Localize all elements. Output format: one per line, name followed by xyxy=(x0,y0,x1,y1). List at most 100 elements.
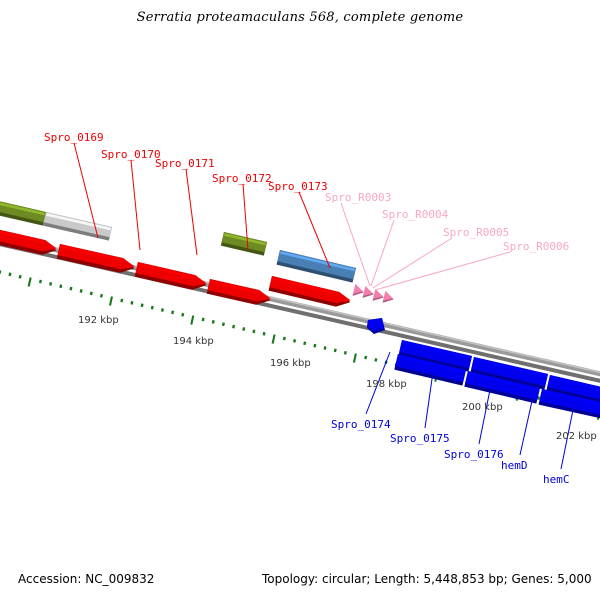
rna-gene-label[interactable]: Spro_R0004 xyxy=(382,208,449,221)
reverse-gene-small-body xyxy=(367,318,384,331)
blue-box-mid-highlight xyxy=(280,251,355,272)
reverse-gene-leader-line xyxy=(519,391,535,456)
ruler-tick-major xyxy=(108,296,113,306)
olive-box-mid-highlight xyxy=(224,233,266,246)
ruler-tick-minor xyxy=(49,282,53,286)
rna-gene-leader-line xyxy=(340,202,371,287)
forward-gene-3[interactable] xyxy=(206,279,272,308)
olive-box-mid[interactable] xyxy=(220,232,267,256)
rna-gene-arrow-0[interactable] xyxy=(352,284,366,298)
forward-gene-4-highlight xyxy=(272,277,339,296)
ruler-tick-minor xyxy=(211,320,215,324)
ruler-tick-major xyxy=(271,334,276,344)
rna-gene-arrow-2[interactable] xyxy=(372,289,386,303)
reverse-gene-lower-1[interactable] xyxy=(464,371,541,404)
forward-gene-1[interactable] xyxy=(56,244,136,276)
reverse-gene-upper-1[interactable] xyxy=(470,357,549,390)
ruler-tick-minor xyxy=(313,343,317,348)
rna-gene-label[interactable]: Spro_R0005 xyxy=(443,226,510,239)
forward-gene-leader-line xyxy=(185,168,198,256)
reverse-gene-leader-line xyxy=(478,379,493,445)
ruler-tick-minor xyxy=(374,358,378,362)
forward-gene-0[interactable] xyxy=(0,228,58,258)
reverse-gene-label[interactable]: Spro_0174 xyxy=(331,418,391,431)
forward-gene-label[interactable]: Spro_0170 xyxy=(101,148,161,161)
forward-gene-label[interactable]: Spro_0173 xyxy=(268,180,328,193)
reverse-gene-lower-2[interactable] xyxy=(538,389,600,419)
ruler-tick-minor xyxy=(333,348,337,353)
ruler-tick-minor xyxy=(160,308,164,312)
forward-gene-0-highlight xyxy=(0,229,45,244)
ruler-tick-minor xyxy=(242,327,246,331)
ruler-tick-minor xyxy=(99,293,103,298)
blue-box-mid[interactable] xyxy=(276,250,356,283)
ruler-tick-minor xyxy=(343,350,347,355)
reverse-gene-label[interactable]: Spro_0176 xyxy=(444,448,504,461)
ruler-tick-minor xyxy=(323,346,327,350)
reverse-gene-upper-1-highlight xyxy=(474,358,547,378)
ruler-tick-major xyxy=(352,353,357,363)
reverse-gene-label[interactable]: hemD xyxy=(501,459,528,472)
ruler-tick-major xyxy=(190,315,195,325)
ruler-tick-minor xyxy=(150,305,154,310)
forward-gene-leader-line xyxy=(130,159,141,251)
olive-box-left[interactable] xyxy=(0,200,47,226)
forward-gene-label[interactable]: Spro_0171 xyxy=(155,157,215,170)
ruler-tick-minor xyxy=(232,324,236,329)
ruler-position-label: 198 kbp xyxy=(366,379,407,390)
ruler-position-label: 194 kbp xyxy=(173,336,214,347)
ruler-tick-minor xyxy=(130,301,134,305)
ruler-tick-minor xyxy=(69,286,73,291)
rna-gene-arrow-body-0 xyxy=(353,284,363,294)
rna-gene-arrow-body-1 xyxy=(363,286,373,296)
ruler-tick-minor xyxy=(201,317,205,322)
rna-gene-label[interactable]: Spro_R0006 xyxy=(503,240,570,253)
ruler-tick-minor xyxy=(364,355,368,360)
reverse-gene-label[interactable]: hemC xyxy=(543,473,570,486)
grey-box-left[interactable] xyxy=(42,211,112,241)
ruler-tick-minor xyxy=(536,396,541,400)
reverse-gene-upper-0[interactable] xyxy=(398,339,472,372)
ruler-tick-minor xyxy=(59,284,63,289)
reverse-gene-lower-0-highlight xyxy=(398,355,465,374)
forward-gene-1-highlight xyxy=(60,245,123,262)
forward-gene-label[interactable]: Spro_0172 xyxy=(212,172,272,185)
ruler-tick-minor xyxy=(171,310,175,315)
forward-gene-2[interactable] xyxy=(134,262,208,293)
ruler-position-label: 202 kbp xyxy=(556,431,597,442)
ruler-tick-minor xyxy=(120,298,124,303)
reverse-gene-leader-line xyxy=(560,404,575,470)
reverse-gene-lower-0[interactable] xyxy=(394,353,466,386)
rna-gene-arrow-3[interactable] xyxy=(382,291,396,305)
ruler-tick-minor xyxy=(140,303,144,308)
rna-gene-arrow-1[interactable] xyxy=(362,286,376,300)
reverse-gene-small[interactable] xyxy=(367,318,385,334)
accession-text: Accession: NC_009832 xyxy=(18,572,155,586)
ruler-position-label: 192 kbp xyxy=(78,315,119,326)
rna-gene-leader-line xyxy=(372,237,453,289)
ruler-tick-minor xyxy=(252,329,256,334)
ruler-tick-minor xyxy=(262,331,266,336)
ruler-tick-minor xyxy=(282,336,286,341)
ruler-tick-minor xyxy=(181,312,185,317)
forward-gene-2-highlight xyxy=(138,263,195,279)
reverse-gene-upper-2[interactable] xyxy=(546,375,600,404)
rna-gene-arrow-body-3 xyxy=(383,291,393,301)
reverse-gene-label[interactable]: Spro_0175 xyxy=(390,432,450,445)
page-title: Serratia proteamaculans 568, complete ge… xyxy=(136,10,464,25)
forward-gene-leader-line xyxy=(298,191,331,269)
ruler-tick-minor xyxy=(89,291,93,296)
rna-gene-label[interactable]: Spro_R0003 xyxy=(325,191,392,204)
forward-gene-label[interactable]: Spro_0169 xyxy=(44,131,104,144)
ruler-tick-minor xyxy=(38,279,42,284)
olive-box-left-highlight xyxy=(0,201,45,216)
reverse-gene-lower-2-highlight xyxy=(542,390,600,407)
ruler-tick-minor xyxy=(79,289,83,293)
forward-gene-4[interactable] xyxy=(268,276,352,310)
genome-stats-text: Topology: circular; Length: 5,448,853 bp… xyxy=(262,572,592,586)
forward-gene-leader-line xyxy=(73,142,99,239)
reverse-gene-leader-line xyxy=(424,371,434,429)
reverse-gene-leader-line xyxy=(365,351,391,415)
